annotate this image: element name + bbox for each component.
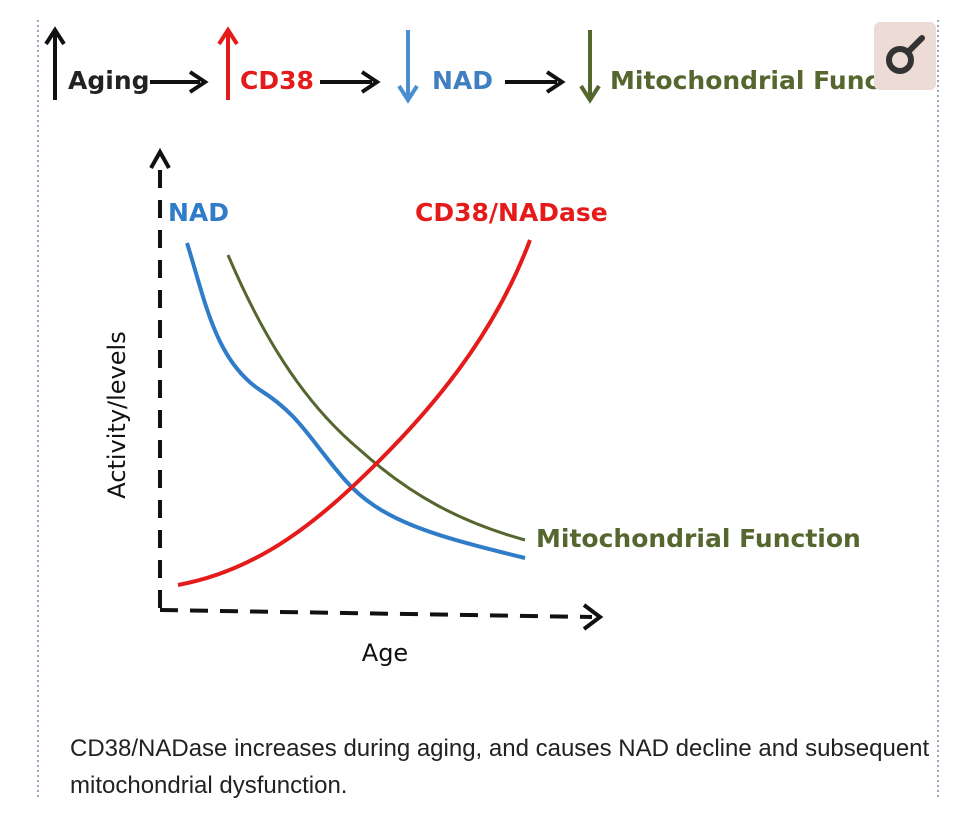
header-step: NAD bbox=[432, 66, 493, 95]
axes bbox=[149, 147, 604, 631]
cd38-curve bbox=[177, 239, 532, 587]
curve-label: Mitochondrial Function bbox=[536, 524, 861, 553]
mito-curve bbox=[226, 254, 526, 542]
icon[interactable] bbox=[874, 22, 936, 90]
header-step: CD38 bbox=[240, 66, 314, 95]
header-arrows bbox=[44, 26, 601, 104]
caption: CD38/NADase increases during aging, and … bbox=[70, 735, 930, 799]
x-axis-label: Age bbox=[362, 639, 408, 667]
header-step: Aging bbox=[68, 66, 150, 95]
y-axis-label: Activity/levels bbox=[103, 331, 131, 498]
curve-label: NAD bbox=[168, 198, 229, 227]
nad-curve bbox=[185, 242, 526, 560]
curve-label: CD38/NADase bbox=[415, 198, 608, 227]
